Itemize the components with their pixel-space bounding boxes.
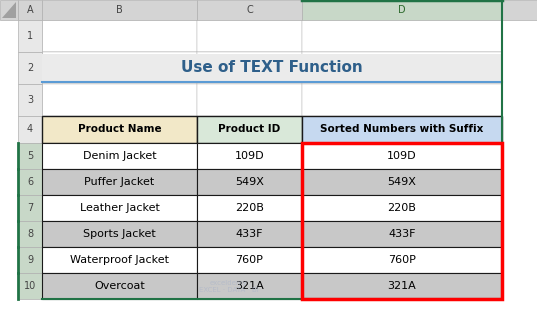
Bar — [197, 273, 302, 299]
Bar — [18, 221, 42, 247]
Bar — [302, 247, 502, 273]
Text: C: C — [246, 5, 253, 15]
Bar — [302, 195, 502, 221]
Bar — [42, 84, 502, 116]
Text: 760P: 760P — [388, 255, 416, 265]
Bar — [197, 84, 302, 116]
Bar — [42, 195, 197, 221]
Text: 109D: 109D — [387, 151, 417, 161]
Bar — [302, 20, 502, 52]
Bar — [42, 143, 197, 169]
Bar — [302, 52, 502, 84]
Text: D: D — [398, 5, 406, 15]
Bar — [197, 0, 302, 20]
Text: Use of TEXT Function: Use of TEXT Function — [181, 60, 363, 75]
Bar — [18, 0, 42, 20]
Text: 8: 8 — [27, 229, 33, 239]
Bar — [42, 0, 197, 20]
Text: 433F: 433F — [388, 229, 416, 239]
Text: 9: 9 — [27, 255, 33, 265]
Text: 109D: 109D — [235, 151, 264, 161]
Bar — [18, 116, 42, 143]
Polygon shape — [2, 2, 16, 18]
Bar — [302, 116, 502, 143]
Text: exceldemy
EXCEL · DATA · BI: exceldemy EXCEL · DATA · BI — [199, 280, 258, 292]
Text: 4: 4 — [27, 125, 33, 134]
Bar — [18, 273, 42, 299]
Text: Overcoat: Overcoat — [94, 281, 145, 291]
Bar — [42, 169, 197, 195]
Bar — [42, 54, 502, 82]
Bar — [302, 273, 502, 299]
Bar — [18, 169, 42, 195]
Bar — [42, 221, 197, 247]
Bar — [302, 143, 502, 299]
Text: Leather Jacket: Leather Jacket — [79, 203, 159, 213]
Text: 549X: 549X — [235, 177, 264, 187]
Bar — [18, 84, 42, 116]
Bar — [42, 52, 197, 84]
Text: 321A: 321A — [388, 281, 416, 291]
Bar — [302, 143, 502, 169]
Bar — [42, 116, 197, 143]
Text: 1: 1 — [27, 31, 33, 41]
Bar — [302, 84, 502, 116]
Bar — [197, 116, 302, 143]
Bar — [197, 195, 302, 221]
Bar — [502, 0, 537, 20]
Bar — [197, 20, 302, 52]
Text: 433F: 433F — [236, 229, 263, 239]
Bar — [18, 247, 42, 273]
Bar — [302, 0, 502, 20]
Bar — [42, 84, 197, 116]
Bar — [197, 169, 302, 195]
Text: 760P: 760P — [236, 255, 264, 265]
Bar — [42, 52, 502, 84]
Bar — [197, 221, 302, 247]
Text: Denim Jacket: Denim Jacket — [83, 151, 156, 161]
Text: 6: 6 — [27, 177, 33, 187]
Bar — [302, 169, 502, 195]
Bar — [42, 20, 502, 52]
Bar — [18, 20, 42, 52]
Bar — [18, 195, 42, 221]
Bar — [18, 143, 42, 169]
Text: B: B — [116, 5, 123, 15]
Text: Product Name: Product Name — [78, 125, 161, 134]
Bar — [42, 273, 197, 299]
Bar — [42, 247, 197, 273]
Bar — [197, 247, 302, 273]
Text: 5: 5 — [27, 151, 33, 161]
Text: Product ID: Product ID — [219, 125, 281, 134]
Text: 549X: 549X — [388, 177, 416, 187]
Text: A: A — [27, 5, 33, 15]
Bar — [302, 221, 502, 247]
Text: 220B: 220B — [388, 203, 416, 213]
Text: Puffer Jacket: Puffer Jacket — [84, 177, 155, 187]
Bar — [42, 20, 197, 52]
Text: Sports Jacket: Sports Jacket — [83, 229, 156, 239]
Text: 220B: 220B — [235, 203, 264, 213]
Text: 2: 2 — [27, 63, 33, 73]
Bar — [197, 143, 302, 169]
Text: 10: 10 — [24, 281, 36, 291]
Text: 321A: 321A — [235, 281, 264, 291]
Bar — [197, 52, 302, 84]
Text: 3: 3 — [27, 95, 33, 105]
Bar — [18, 52, 42, 84]
Bar — [0, 0, 18, 20]
Text: Waterproof Jacket: Waterproof Jacket — [70, 255, 169, 265]
Text: 7: 7 — [27, 203, 33, 213]
Text: Sorted Numbers with Suffix: Sorted Numbers with Suffix — [320, 125, 484, 134]
